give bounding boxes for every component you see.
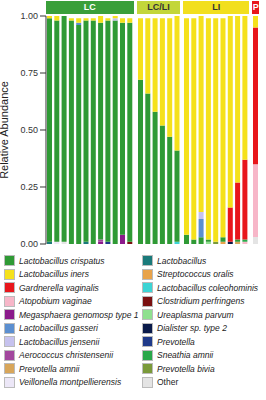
svg-text:Relative Abundance: Relative Abundance (8, 81, 10, 179)
html-text:Ureaplasma parvum: Ureaplasma parvum (157, 309, 234, 320)
html-text:P: P (252, 2, 259, 12)
html-text:Lactobacillus gasseri: Lactobacillus gasseri (19, 323, 98, 334)
html-text:LC/LI: LC/LI (147, 2, 170, 12)
html-text:Prevotella: Prevotella (157, 336, 195, 347)
html-text:Clostridium perfringens: Clostridium perfringens (157, 296, 245, 307)
html-text:Veillonella montpellierensis: Veillonella montpellierensis (19, 377, 122, 388)
html-text:LI: LI (212, 2, 221, 12)
html-text:Sneathia amnii: Sneathia amnii (157, 350, 214, 361)
html-text:Gardnerella vaginalis: Gardnerella vaginalis (19, 282, 99, 293)
html-text:Lactobacillus crispatus: Lactobacillus crispatus (19, 255, 105, 266)
svg-text:0.75: 0.75 (20, 68, 38, 78)
svg-text:0.50: 0.50 (20, 125, 38, 135)
html-text:Lactobacillus coleohominis: Lactobacillus coleohominis (157, 282, 259, 293)
html-text:Dialister sp. type 2: Dialister sp. type 2 (157, 323, 227, 334)
html-text:Prevotella amnii: Prevotella amnii (19, 363, 80, 374)
svg-text:0.25: 0.25 (20, 182, 38, 192)
html-text:Prevotella bivia: Prevotella bivia (157, 363, 215, 374)
html-text:Atopobium vaginae: Atopobium vaginae (19, 296, 92, 307)
html-text:Aerococcus christensenii: Aerococcus christensenii (19, 350, 113, 361)
html-text:Megasphaera genomosp type 1: Megasphaera genomosp type 1 (19, 309, 139, 320)
html-text:Lactobacillus iners: Lactobacillus iners (19, 269, 89, 280)
html-text:Lactobacillus jensenii: Lactobacillus jensenii (19, 336, 100, 347)
html-text:Other: Other (157, 377, 179, 388)
html-text:LC: LC (83, 2, 96, 12)
html-text:Lactobacillus: Lactobacillus (157, 255, 207, 266)
svg-text:1.00: 1.00 (20, 11, 38, 21)
svg-text:0.00: 0.00 (20, 239, 38, 249)
html-text:Streptococcus oralis: Streptococcus oralis (157, 269, 234, 280)
